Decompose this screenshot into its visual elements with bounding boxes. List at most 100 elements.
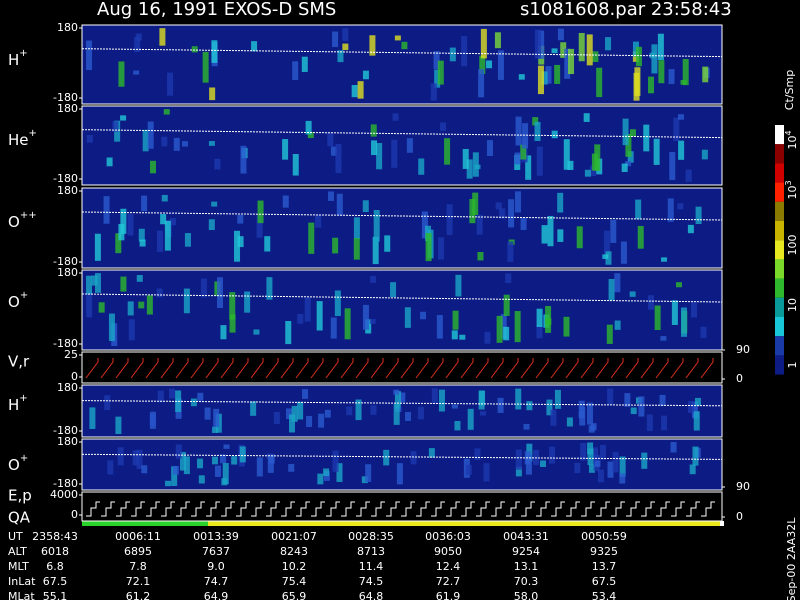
texture: [554, 389, 561, 409]
y-tick-label: 180: [57, 21, 78, 34]
texture: [371, 140, 378, 156]
texture: [438, 389, 445, 412]
texture: [168, 388, 175, 399]
texture: [518, 74, 525, 80]
texture: [156, 230, 163, 252]
texture: [106, 157, 113, 167]
texture: [292, 154, 299, 176]
row-label: MLat: [8, 590, 35, 600]
texture: [302, 389, 309, 399]
texture: [94, 233, 101, 261]
texture: [484, 331, 491, 344]
ion: He: [8, 131, 29, 149]
texture: [635, 46, 642, 67]
y2-tick-label: 90: [736, 480, 750, 493]
cell: 74.5: [359, 575, 384, 588]
panel: [81, 491, 723, 522]
texture: [701, 149, 708, 160]
y-tick-label: 180: [57, 184, 78, 197]
texture: [240, 145, 247, 174]
trace: [81, 400, 723, 407]
texture: [181, 141, 188, 147]
texture: [437, 60, 444, 85]
texture: [288, 464, 295, 472]
cell: 13.7: [592, 560, 617, 573]
texture: [167, 72, 174, 96]
tick-base: 10: [786, 186, 799, 200]
texture: [603, 230, 610, 255]
texture: [564, 48, 571, 79]
texture: [220, 454, 227, 464]
cell: 0013:39: [193, 530, 239, 543]
texture: [336, 193, 343, 216]
texture: [344, 308, 351, 340]
cell: 7637: [202, 545, 230, 558]
texture: [306, 415, 313, 427]
texture: [586, 34, 593, 66]
texture: [588, 464, 595, 473]
texture: [608, 278, 615, 301]
trace: [686, 501, 700, 517]
texture: [135, 33, 142, 41]
cell: 6018: [41, 545, 69, 558]
texture: [373, 209, 380, 242]
trace: [310, 358, 324, 379]
texture: [605, 37, 612, 51]
trace: [656, 501, 670, 517]
texture: [689, 464, 696, 475]
texture: [545, 66, 552, 84]
y-tick-label: 4000: [50, 488, 78, 501]
texture: [128, 319, 135, 341]
ion: O: [8, 293, 20, 311]
texture: [627, 151, 634, 163]
texture: [142, 129, 149, 152]
trace: [220, 358, 234, 379]
texture: [690, 301, 697, 318]
texture: [330, 146, 337, 156]
texture: [520, 144, 527, 160]
trace: [430, 358, 444, 379]
trace: [445, 358, 459, 379]
texture: [614, 273, 621, 293]
texture: [576, 226, 583, 249]
trace: [161, 501, 175, 517]
trace: [191, 501, 205, 517]
texture: [579, 407, 586, 426]
texture: [641, 452, 648, 469]
y-tick-label: 0: [71, 370, 78, 383]
y-tick-label: 180: [57, 102, 78, 115]
texture: [133, 70, 140, 75]
panel-label: V,r: [8, 353, 30, 371]
texture: [267, 455, 274, 473]
texture: [401, 41, 408, 50]
trace: [566, 501, 580, 517]
trace: [401, 501, 415, 517]
texture: [540, 460, 547, 467]
texture: [436, 315, 443, 339]
cell: 0036:03: [425, 530, 471, 543]
texture: [120, 208, 127, 234]
texture: [305, 120, 312, 135]
trace: [581, 501, 595, 517]
texture: [584, 169, 591, 177]
texture: [440, 122, 447, 131]
texture: [211, 201, 218, 207]
texture: [536, 146, 543, 176]
trace: [461, 501, 475, 517]
trace: [701, 501, 715, 517]
texture: [149, 160, 156, 174]
charge: +: [29, 128, 37, 139]
row-label: ALT: [8, 545, 27, 558]
texture: [479, 390, 486, 406]
texture: [700, 326, 707, 338]
trace: [131, 501, 145, 517]
texture: [574, 462, 581, 474]
texture: [547, 215, 554, 247]
cell: 75.4: [282, 575, 307, 588]
texture: [622, 118, 629, 146]
y2-tick-label: 0: [736, 510, 743, 523]
cell: 67.5: [43, 575, 68, 588]
colorbar-swatch: [775, 221, 784, 241]
texture: [534, 121, 541, 142]
